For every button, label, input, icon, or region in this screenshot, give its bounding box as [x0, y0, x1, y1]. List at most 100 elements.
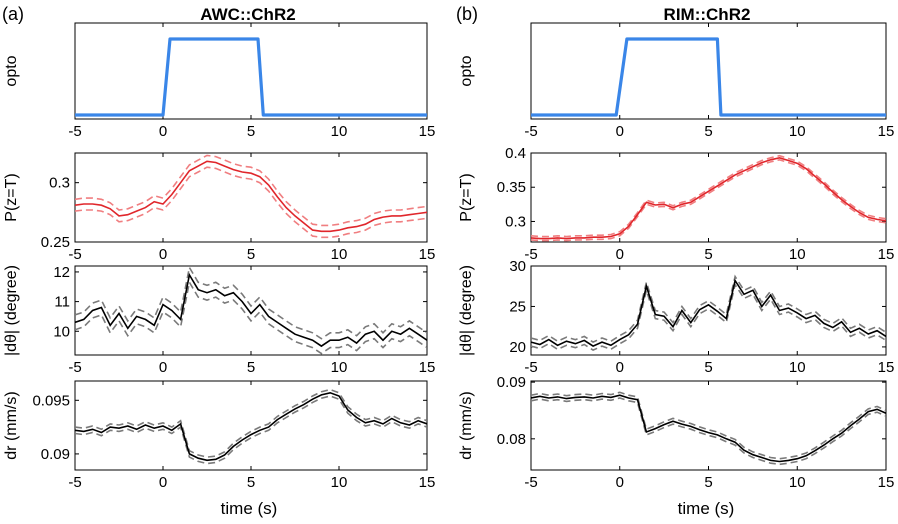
a-dr-ytick-label: 0.09	[41, 446, 70, 463]
panel-a-xlabel: time (s)	[221, 499, 278, 518]
b-opto-ylabel: opto	[458, 55, 475, 86]
a-dtheta-upper-error	[75, 266, 427, 340]
b-dtheta-frame	[530, 265, 887, 356]
b-opto-xtick-label: 5	[704, 123, 712, 140]
a-opto-xtick-label: -5	[68, 123, 81, 140]
b-dr-lower-error	[531, 397, 886, 466]
a-opto-plot-area	[75, 37, 427, 117]
a-dr-plot-area	[75, 388, 427, 465]
a-dtheta-axes: -5 0 5 10 15 10 11 12 |dθ| (degree)	[3, 264, 435, 376]
b-ptz-xtick-label: 15	[878, 246, 895, 263]
b-opto-plot-area	[531, 37, 886, 117]
a-dr-ytick-label: 0.095	[32, 392, 70, 409]
b-dr-ytick-label: 0.09	[497, 374, 526, 391]
b-dr-ytick-label: 0.08	[497, 431, 526, 448]
a-dtheta-ylabel: |dθ| (degree)	[3, 265, 20, 356]
a-dtheta-ytick-label: 10	[53, 323, 70, 340]
panel-b-letter: (b)	[456, 4, 478, 24]
b-dtheta-mean-line	[531, 278, 886, 348]
b-ptz-upper-error	[531, 154, 886, 238]
b-ptz-xtick-label: 5	[704, 246, 712, 263]
b-dr-upper-error	[531, 391, 886, 460]
b-dr-xtick-label: 15	[878, 474, 895, 491]
a-dr-xtick-label: 0	[159, 474, 167, 491]
a-opto-xtick-label: 0	[159, 123, 167, 140]
a-dr-xtick-label: 15	[419, 474, 436, 491]
a-dr-upper-error	[75, 388, 427, 458]
b-ptz-ytick-label: 0.3	[505, 213, 526, 230]
a-dr-ylabel: dr (mm/s)	[3, 391, 20, 459]
a-ptz-plot-area	[75, 154, 427, 239]
b-ptz-xtick-label: -5	[524, 246, 537, 263]
a-dtheta-mean-line	[75, 272, 427, 348]
b-ptz-axes: -5 0 5 10 15 0.3 0.35 0.4 P(z=T)	[458, 145, 894, 263]
a-dtheta-ytick-label: 12	[53, 264, 70, 281]
a-opto-xtick-label: 10	[331, 123, 348, 140]
b-ptz-ytick-label: 0.35	[497, 179, 526, 196]
a-dtheta-plot-area	[75, 266, 427, 355]
a-dtheta-xtick-label: -5	[68, 359, 81, 376]
a-dtheta-lower-error	[75, 280, 427, 355]
a-dr-xtick-label: -5	[68, 474, 81, 491]
a-ptz-upper-error	[75, 154, 427, 227]
b-dtheta-axes: -5 0 5 10 15 20 25 30 |dθ| (degree)	[458, 258, 894, 376]
a-dtheta-xtick-label: 5	[247, 359, 255, 376]
a-dtheta-xtick-label: 10	[331, 359, 348, 376]
a-opto-xtick-label: 5	[247, 123, 255, 140]
a-ptz-xtick-label: 5	[247, 246, 255, 263]
a-ptz-ylabel: P(z=T)	[3, 173, 20, 221]
panel-a-title: AWC::ChR2	[200, 5, 295, 24]
b-dtheta-upper-error	[531, 274, 886, 344]
b-dtheta-lower-error	[531, 282, 886, 352]
plots-layer: -5 0 5 10 15 opto -5 0 5 10 15 0.25 0.3 P(z=T) -5 0 5 10 1…	[3, 22, 895, 491]
a-ptz-xtick-label: -5	[68, 246, 81, 263]
panel-b-xlabel: time (s)	[678, 499, 735, 518]
b-dtheta-xtick-label: 15	[878, 359, 895, 376]
b-opto-xtick-label: 0	[616, 123, 624, 140]
a-opto-axes: -5 0 5 10 15 opto	[3, 22, 436, 140]
a-ptz-xtick-label: 15	[419, 246, 436, 263]
b-dtheta-xtick-label: 5	[704, 359, 712, 376]
a-dtheta-ytick-label: 11	[54, 294, 70, 311]
b-dr-xtick-label: 0	[616, 474, 624, 491]
b-opto-xtick-label: 10	[789, 123, 806, 140]
a-opto-opto-line	[75, 37, 427, 117]
b-dr-frame	[530, 380, 887, 471]
a-dr-axes: -5 0 5 10 15 0.09 0.095 dr (mm/s)	[3, 380, 436, 491]
b-ptz-plot-area	[531, 154, 886, 242]
b-dr-xtick-label: -5	[524, 474, 537, 491]
b-dtheta-ylabel: |dθ| (degree)	[458, 265, 475, 356]
a-dtheta-xtick-label: 0	[159, 359, 167, 376]
b-ptz-ylabel: P(z=T)	[458, 173, 475, 221]
b-dr-xtick-label: 5	[704, 474, 712, 491]
a-ptz-axes: -5 0 5 10 15 0.25 0.3 P(z=T)	[3, 152, 436, 263]
b-dr-xtick-label: 10	[789, 474, 806, 491]
a-opto-xtick-label: 15	[419, 123, 436, 140]
b-opto-opto-line	[531, 37, 886, 117]
b-dtheta-ytick-label: 30	[509, 258, 526, 275]
b-ptz-xtick-label: 10	[789, 246, 806, 263]
a-dr-lower-error	[75, 395, 427, 465]
a-ptz-lower-error	[75, 166, 427, 239]
b-dr-ylabel: dr (mm/s)	[458, 391, 475, 459]
b-dtheta-ytick-label: 20	[509, 339, 526, 356]
a-ptz-mean-line	[75, 160, 427, 233]
a-ptz-xtick-label: 10	[331, 246, 348, 263]
b-opto-xtick-label: -5	[524, 123, 537, 140]
b-dr-plot-area	[531, 391, 886, 466]
a-ptz-ytick-label: 0.25	[41, 234, 70, 251]
b-ptz-frame	[530, 152, 887, 243]
b-dtheta-xtick-label: 0	[616, 359, 624, 376]
b-opto-xtick-label: 15	[878, 123, 895, 140]
a-dr-xtick-label: 10	[331, 474, 348, 491]
b-dtheta-xtick-label: -5	[524, 359, 537, 376]
b-dtheta-ytick-label: 25	[509, 298, 526, 315]
a-dtheta-xtick-label: 15	[419, 359, 436, 376]
a-ptz-frame	[74, 152, 428, 243]
b-dtheta-plot-area	[531, 274, 886, 352]
b-dtheta-xtick-label: 10	[789, 359, 806, 376]
b-ptz-mean-line	[531, 156, 886, 240]
a-dr-mean-line	[75, 391, 427, 462]
a-opto-ylabel: opto	[3, 55, 20, 86]
